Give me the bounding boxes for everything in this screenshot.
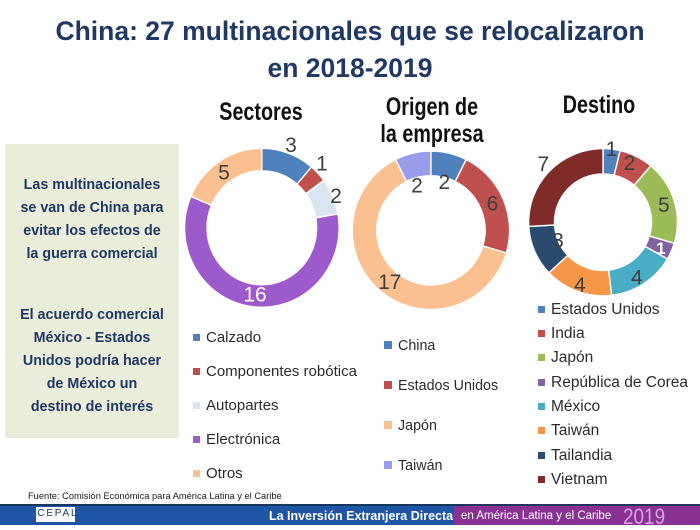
svg-text:6: 6 xyxy=(487,192,499,215)
svg-text:1: 1 xyxy=(656,239,665,258)
svg-text:2: 2 xyxy=(624,152,636,175)
svg-text:3: 3 xyxy=(285,134,297,157)
svg-text:7: 7 xyxy=(537,153,549,176)
svg-text:2: 2 xyxy=(330,185,342,208)
svg-text:5: 5 xyxy=(218,161,230,184)
svg-text:17: 17 xyxy=(378,271,401,294)
svg-text:3: 3 xyxy=(552,230,564,253)
svg-text:16: 16 xyxy=(243,284,266,307)
svg-text:1: 1 xyxy=(316,153,328,176)
svg-text:4: 4 xyxy=(574,274,586,297)
svg-text:1: 1 xyxy=(606,138,618,161)
svg-text:5: 5 xyxy=(658,194,670,217)
svg-text:2: 2 xyxy=(438,171,450,194)
svg-text:2: 2 xyxy=(411,175,423,198)
svg-text:4: 4 xyxy=(631,266,643,289)
